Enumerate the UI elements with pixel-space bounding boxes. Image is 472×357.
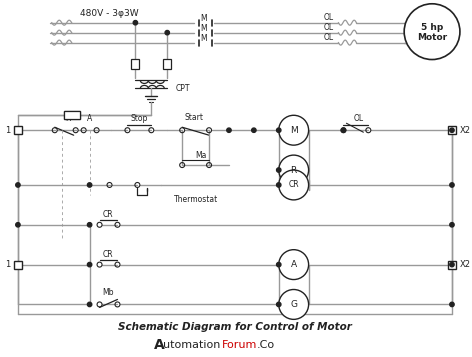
Circle shape (87, 262, 92, 267)
Circle shape (277, 302, 281, 307)
Circle shape (277, 183, 281, 187)
Text: Schematic Diagram for Control of Motor: Schematic Diagram for Control of Motor (118, 322, 352, 332)
Text: Stop: Stop (131, 114, 148, 123)
Circle shape (87, 302, 92, 307)
Text: Start: Start (185, 113, 203, 122)
Text: Thermostat: Thermostat (174, 195, 219, 205)
Circle shape (252, 128, 256, 132)
Circle shape (450, 262, 454, 267)
Text: M: M (200, 34, 206, 43)
Text: A: A (87, 114, 92, 123)
Circle shape (279, 155, 309, 185)
Circle shape (87, 183, 92, 187)
Bar (64, 111, 80, 119)
Circle shape (450, 223, 454, 227)
Bar (14, 126, 22, 134)
Text: A: A (154, 338, 165, 352)
Text: 480V - 3φ3W: 480V - 3φ3W (80, 9, 138, 18)
Circle shape (16, 223, 20, 227)
Circle shape (227, 128, 231, 132)
Text: M: M (200, 24, 206, 33)
Circle shape (450, 128, 454, 132)
Text: X2: X2 (460, 126, 471, 135)
Circle shape (277, 262, 281, 267)
Text: Motor: Motor (417, 33, 447, 42)
Text: Ma: Ma (195, 151, 206, 160)
Text: CR: CR (102, 250, 113, 259)
Text: OL: OL (323, 23, 334, 32)
Bar (448, 126, 456, 134)
Circle shape (16, 183, 20, 187)
Circle shape (279, 115, 309, 145)
Bar (131, 59, 139, 70)
Text: X2: X2 (460, 260, 471, 269)
Text: 5 hp: 5 hp (421, 23, 443, 32)
Text: CR: CR (288, 181, 299, 190)
Bar (163, 59, 171, 70)
Circle shape (165, 30, 169, 35)
Circle shape (279, 250, 309, 280)
Text: CPT: CPT (175, 84, 190, 93)
Circle shape (133, 20, 137, 25)
Text: M: M (200, 14, 206, 23)
Text: utomation: utomation (163, 340, 220, 350)
Text: 1: 1 (5, 260, 10, 269)
Text: CR: CR (102, 210, 113, 219)
Bar (448, 261, 456, 268)
Circle shape (279, 290, 309, 320)
Text: A: A (291, 260, 297, 269)
Text: OL: OL (354, 114, 363, 123)
Text: R: R (291, 166, 297, 175)
Circle shape (450, 302, 454, 307)
Circle shape (404, 4, 460, 60)
Text: Mb: Mb (102, 288, 113, 297)
Circle shape (87, 223, 92, 227)
Circle shape (279, 170, 309, 200)
Text: G: G (290, 300, 297, 309)
Text: .Co: .Co (257, 340, 275, 350)
Circle shape (341, 128, 346, 132)
Bar (64, 111, 80, 119)
Text: H: H (65, 114, 71, 123)
Text: OL: OL (323, 13, 334, 22)
Text: Forum: Forum (222, 340, 257, 350)
Text: OL: OL (323, 33, 334, 42)
Circle shape (277, 168, 281, 172)
Circle shape (277, 128, 281, 132)
Circle shape (450, 183, 454, 187)
Text: M: M (290, 126, 297, 135)
Text: 1: 1 (5, 126, 10, 135)
Bar (14, 261, 22, 268)
